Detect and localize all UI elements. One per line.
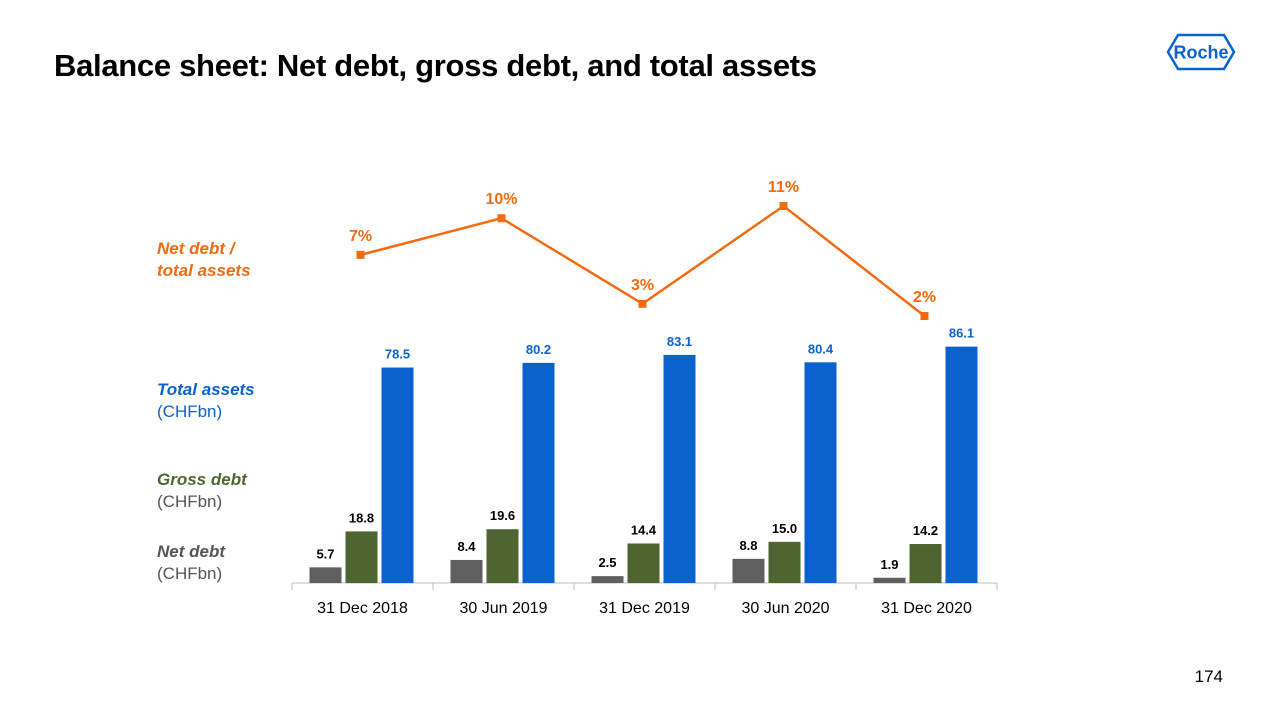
roche-logo: Roche (1166, 32, 1236, 77)
ratio-label-line2: total assets (157, 261, 251, 280)
total-assets-bar (663, 354, 696, 583)
total-assets-data-label: 80.4 (808, 341, 834, 356)
net-debt-data-label: 8.4 (457, 539, 476, 554)
net-debt-bar (732, 558, 765, 583)
x-tick-label: 31 Dec 2018 (317, 600, 408, 617)
ratio-point (638, 299, 647, 308)
total-assets-data-label: 78.5 (385, 347, 410, 362)
ratio-data-label: 10% (485, 191, 517, 208)
total-assets-label-name: Total assets (157, 380, 255, 399)
x-tick-label: 31 Dec 2020 (881, 600, 972, 617)
total-assets-label-unit: (CHFbn) (157, 402, 223, 421)
net-debt-data-label: 1.9 (880, 557, 898, 572)
gross-debt-bar (909, 544, 942, 583)
net-debt-label-unit: (CHFbn) (157, 564, 223, 583)
page-title: Balance sheet: Net debt, gross debt, and… (54, 48, 817, 83)
total-assets-bar (381, 367, 414, 583)
net-debt-data-label: 8.8 (739, 538, 757, 553)
ratio-data-label: 7% (349, 228, 372, 245)
gross-debt-label: Gross debt (CHFbn) (157, 469, 247, 513)
ratio-point (356, 250, 365, 259)
gross-debt-label-unit: (CHFbn) (157, 492, 223, 511)
total-assets-bar (522, 362, 555, 583)
ratio-point (920, 312, 929, 320)
ratio-point (779, 202, 788, 210)
net-debt-bar (450, 559, 483, 583)
gross-debt-data-label: 14.2 (913, 523, 938, 538)
page-number: 174 (1194, 667, 1223, 686)
total-assets-bar (804, 362, 837, 583)
logo-text: Roche (1173, 43, 1228, 63)
ratio-point (497, 214, 506, 223)
net-debt-label-name: Net debt (157, 542, 225, 561)
net-debt-bar (873, 577, 906, 583)
ratio-label: Net debt / total assets (157, 238, 277, 282)
roche-logo-hexagon: Roche (1166, 33, 1236, 71)
net-debt-label: Net debt (CHFbn) (157, 541, 225, 585)
gross-debt-bar (627, 543, 660, 583)
total-assets-label: Total assets (CHFbn) (157, 379, 255, 423)
gross-debt-data-label: 18.8 (349, 510, 374, 525)
x-tick-label: 31 Dec 2019 (599, 600, 690, 617)
ratio-data-label: 11% (768, 179, 799, 196)
total-assets-data-label: 83.1 (667, 334, 692, 349)
ratio-line (360, 204, 926, 317)
net-debt-data-label: 5.7 (316, 546, 334, 561)
gross-debt-bar (486, 529, 519, 583)
ratio-data-label: 3% (631, 277, 654, 294)
ratio-data-label: 2% (913, 289, 936, 306)
gross-debt-label-name: Gross debt (157, 470, 247, 489)
gross-debt-bar (345, 531, 378, 583)
total-assets-bar (945, 346, 978, 583)
gross-debt-bar (768, 541, 801, 583)
gross-debt-data-label: 19.6 (490, 508, 515, 523)
net-debt-data-label: 2.5 (598, 555, 616, 570)
net-debt-bar (591, 576, 624, 583)
total-assets-data-label: 86.1 (949, 326, 974, 341)
x-tick-label: 30 Jun 2020 (741, 600, 829, 617)
gross-debt-data-label: 14.4 (631, 522, 657, 537)
ratio-label-line1: Net debt / (157, 239, 235, 258)
total-assets-data-label: 80.2 (526, 342, 551, 357)
x-tick-label: 30 Jun 2019 (459, 600, 547, 617)
gross-debt-data-label: 15.0 (772, 521, 797, 536)
net-debt-bar (309, 567, 342, 583)
